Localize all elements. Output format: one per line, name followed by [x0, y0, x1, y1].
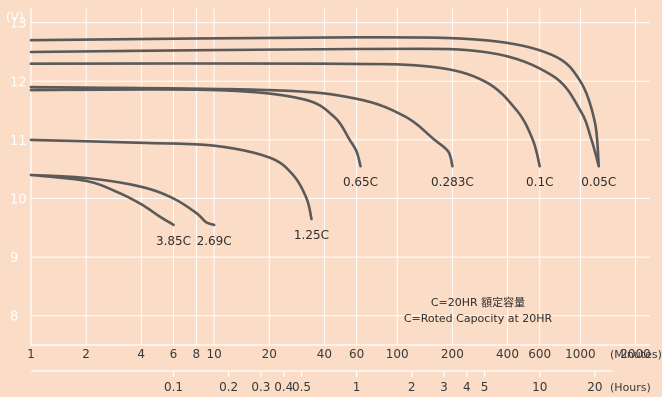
curve-label-0_65C: 0.65C — [343, 175, 378, 189]
x-hours-tick-7: 3 — [440, 380, 448, 394]
x-hours-tick-9: 5 — [481, 380, 489, 394]
annotation-capacity-en: C=Roted Capocity at 20HR — [404, 312, 553, 325]
y-tick-0: 8 — [10, 310, 18, 325]
y-tick-labels: 8 9 10 11 12 13 — [10, 17, 27, 325]
y-tick-3: 11 — [10, 134, 27, 149]
x-minutes-tick-8: 60 — [349, 347, 364, 361]
x-hours-tick-3: 0.4 — [274, 380, 293, 394]
curve-label-0_283C: 0.283C — [431, 175, 474, 189]
x-minutes-tick-0: 1 — [27, 347, 35, 361]
curve-label-2_69C: 2.69C — [197, 234, 232, 248]
curve-0_05C — [29, 47, 601, 168]
y-tick-1: 9 — [10, 251, 18, 266]
curve-label-1_25C: 1.25C — [294, 228, 329, 242]
curve-2_69C — [29, 173, 216, 227]
annotation-capacity-cn: C=20HR 額定容量 — [431, 295, 525, 309]
x-minutes-tick-2: 4 — [137, 347, 145, 361]
curve-label-0_1C: 0.1C — [526, 175, 553, 189]
curve-3_85C — [29, 173, 175, 227]
x-hours-tick-2: 0.3 — [251, 380, 270, 394]
curve-top — [29, 35, 601, 168]
y-tick-4: 12 — [10, 75, 27, 90]
y-tick-2: 10 — [10, 192, 27, 207]
y-axis-label: (V) — [6, 10, 24, 24]
curves — [29, 35, 601, 227]
x-hours-tick-5: 1 — [353, 380, 361, 394]
curve-0_65C — [29, 88, 362, 168]
x-hours-tick-11: 20 — [587, 380, 602, 394]
curve-label-3_85C: 3.85C — [156, 234, 191, 248]
x-axis-hours-unit: (Hours) — [610, 381, 651, 394]
x-hours-tick-4: 0.5 — [292, 380, 311, 394]
x-minutes-tick-5: 10 — [206, 347, 221, 361]
x-hours-tick-8: 4 — [463, 380, 471, 394]
x-axis-minutes-unit: (Minutes) — [610, 348, 662, 361]
curve-labels: 3.85C 2.69C 1.25C 0.65C 0.283C 0.1C 0.05C — [156, 175, 616, 248]
x-minutes-tick-14: 2000 — [620, 347, 651, 361]
x-minutes-tick-13: 1000 — [565, 347, 596, 361]
x-minutes-tick-11: 400 — [496, 347, 519, 361]
x-minutes-tick-1: 2 — [82, 347, 90, 361]
x-minutes-tick-4: 8 — [193, 347, 201, 361]
y-tick-5: 13 — [10, 17, 27, 32]
x-minutes-tick-3: 6 — [170, 347, 178, 361]
curve-0_1C — [29, 62, 541, 168]
x-hours-tick-0: 0.1 — [164, 380, 183, 394]
x-hours-tick-10: 10 — [532, 380, 547, 394]
curve-0_283C — [29, 85, 454, 168]
x-axes: 1 2 4 6 8 10 20 40 60 100 200 400 600 1000 2000 0.1 0.2 0… — [27, 347, 651, 394]
x-minutes-tick-12: 600 — [528, 347, 551, 361]
x-minutes-tick-9: 100 — [386, 347, 409, 361]
x-hours-tick-1: 0.2 — [219, 380, 238, 394]
x-minutes-tick-6: 20 — [262, 347, 277, 361]
x-minutes-tick-10: 200 — [441, 347, 464, 361]
x-hours-tick-6: 2 — [408, 380, 416, 394]
curve-label-0_05C: 0.05C — [581, 175, 616, 189]
curve-1_25C — [29, 138, 313, 221]
x-minutes-tick-7: 40 — [317, 347, 332, 361]
